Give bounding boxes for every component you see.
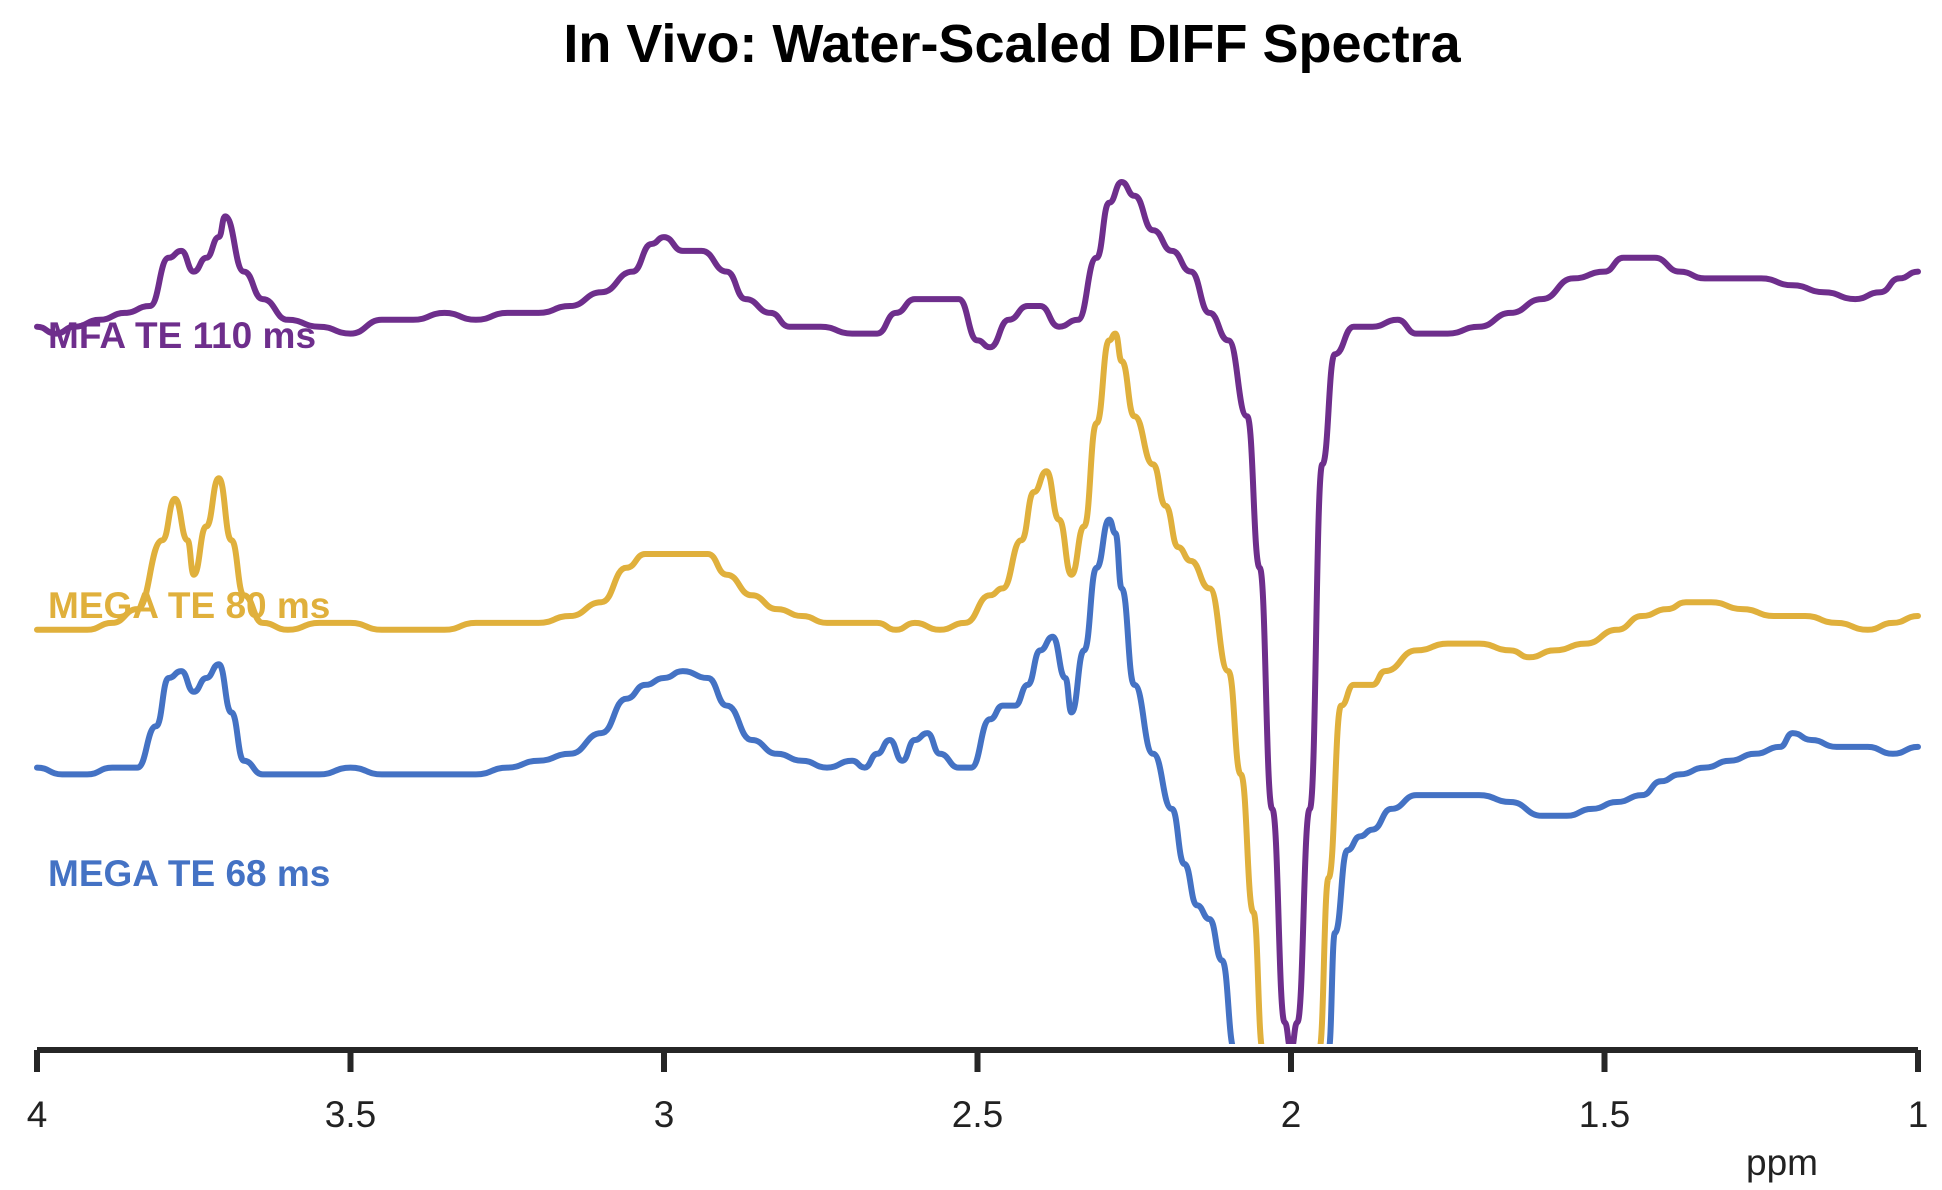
x-tick-label-6: 1.5 — [1579, 1094, 1630, 1135]
x-tick-label-3: 3 — [654, 1094, 675, 1135]
series-labels: MFA TE 110 ms MEGA TE 80 ms MEGA TE 68 ms — [48, 315, 330, 894]
series-label-1: MFA TE 110 ms — [48, 315, 316, 356]
x-tick-label-2: 3.5 — [325, 1094, 376, 1135]
series-label-2: MEGA TE 80 ms — [48, 585, 330, 626]
x-axis-label: ppm — [1746, 1142, 1818, 1183]
x-tick-label-1: 4 — [27, 1094, 48, 1135]
x-tick-label-7: 1 — [1908, 1094, 1929, 1135]
series-label-3: MEGA TE 68 ms — [48, 853, 330, 894]
chart-title: In Vivo: Water-Scaled DIFF Spectra — [563, 14, 1461, 74]
series-line-1 — [34, 179, 1921, 1044]
series-layer — [34, 179, 1921, 1044]
series-line-2 — [34, 330, 1921, 1044]
x-tick-label-4: 2.5 — [952, 1094, 1003, 1135]
x-axis: 4 3.5 3 2.5 2 1.5 1 — [27, 1047, 1929, 1135]
x-tick-label-5: 2 — [1281, 1094, 1302, 1135]
series-line-3 — [34, 516, 1921, 1044]
